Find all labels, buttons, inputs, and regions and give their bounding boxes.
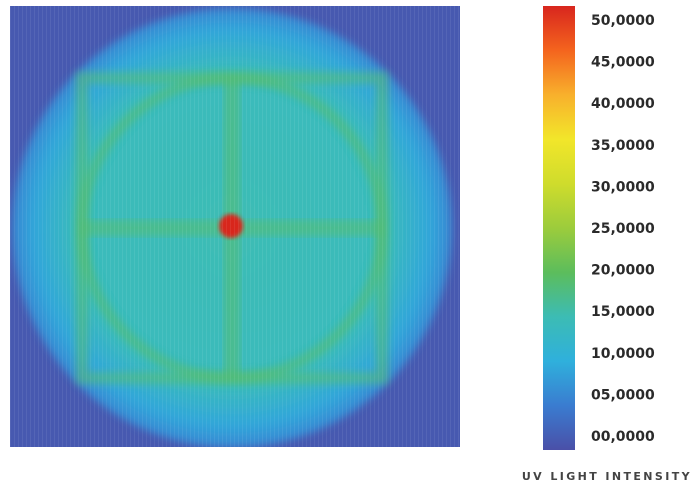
colorbar-tick-400000: 40,0000 bbox=[591, 96, 655, 112]
colorbar-tick-300000: 30,0000 bbox=[591, 179, 655, 195]
heatmap-plot bbox=[10, 6, 460, 447]
colorbar-tick-250000: 25,0000 bbox=[591, 221, 655, 237]
colorbar-tick-350000: 35,0000 bbox=[591, 138, 655, 154]
colorbar-plot: 50,0000 45,0000 40,0000 35,0000 30,0000 25,00… bbox=[543, 6, 695, 456]
scan-line-texture bbox=[10, 6, 460, 447]
colorbar-tick-050000: 05,0000 bbox=[591, 387, 655, 403]
colorbar-tick-labels: 50,0000 45,0000 40,0000 35,0000 30,0000 25,00… bbox=[591, 13, 655, 445]
colorbar-tick-000000: 00,0000 bbox=[591, 429, 655, 445]
colorbar-tick-200000: 20,0000 bbox=[591, 263, 655, 279]
colorbar-tick-100000: 10,0000 bbox=[591, 346, 655, 362]
colorbar-tick-500000: 50,0000 bbox=[591, 13, 655, 29]
colorbar-gradient bbox=[543, 6, 575, 450]
colorbar-tick-150000: 15,0000 bbox=[591, 304, 655, 320]
colorbar-tick-450000: 45,0000 bbox=[591, 55, 655, 71]
intensity-heatmap bbox=[10, 6, 460, 447]
colorbar-title: UV LIGHT INTENSITY bbox=[400, 470, 692, 483]
colorbar: 50,0000 45,0000 40,0000 35,0000 30,0000 25,00… bbox=[543, 6, 695, 456]
